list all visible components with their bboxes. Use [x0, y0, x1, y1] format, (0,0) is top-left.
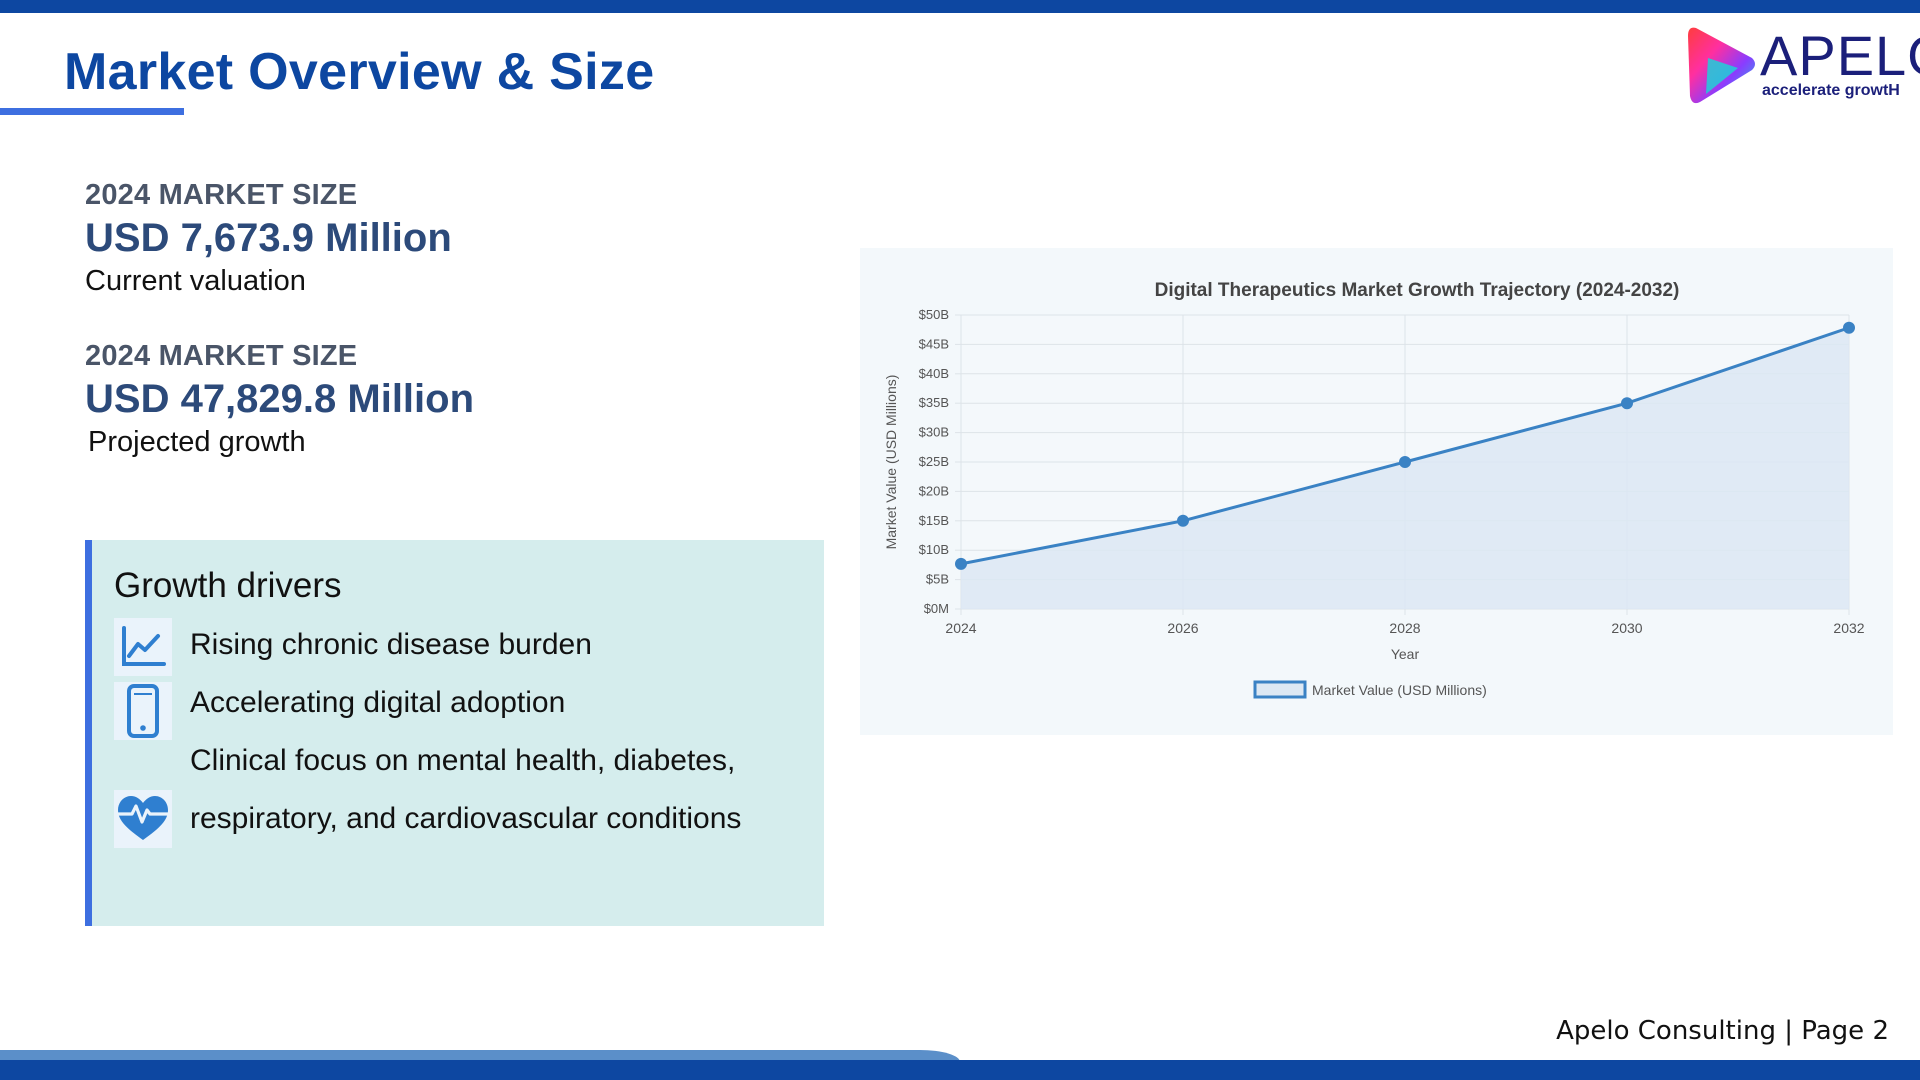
- logo-mark-icon: [1688, 27, 1755, 104]
- stat-value: USD 47,829.8 Million: [85, 377, 475, 421]
- y-tick-label: $5B: [926, 572, 949, 587]
- data-point: [955, 557, 967, 570]
- driver-item: Rising chronic disease burden: [190, 628, 592, 661]
- driver-item: Clinical focus on mental health, diabete…: [190, 744, 742, 835]
- legend-swatch: [1253, 680, 1307, 699]
- line-chart-icon: [114, 618, 172, 676]
- driver-item: Accelerating digital adoption: [190, 686, 566, 719]
- x-tick-label: 2024: [945, 620, 976, 636]
- growth-drivers-panel: Growth drivers Rising chronic disease bu…: [85, 540, 824, 926]
- y-tick-label: $10B: [919, 542, 949, 557]
- stat-projected: 2024 MARKET SIZE USD 47,829.8 Million Pr…: [85, 339, 474, 459]
- data-point: [1843, 321, 1855, 334]
- y-tick-label: $15B: [919, 513, 949, 528]
- footer-accent-shape: [0, 1050, 960, 1062]
- y-tick-label: $0M: [924, 601, 949, 616]
- x-tick-label: 2030: [1611, 620, 1642, 636]
- smartphone-icon: [114, 682, 172, 740]
- top-accent-bar: [0, 0, 1920, 13]
- stat-label: 2024 MARKET SIZE: [85, 179, 358, 211]
- x-tick-label: 2028: [1389, 620, 1420, 636]
- bottom-accent-bar: [0, 1060, 1920, 1080]
- series-area: [961, 327, 1849, 609]
- data-point: [1399, 456, 1411, 468]
- logo-wordmark: APELO: [1760, 24, 1920, 87]
- stat-caption: Projected growth: [88, 426, 306, 458]
- y-axis-label: Market Value (USD Millions): [883, 375, 899, 550]
- y-tick-label: $45B: [919, 336, 949, 351]
- x-axis-label: Year: [1391, 646, 1420, 662]
- data-point: [1177, 514, 1189, 527]
- apelo-logo: APELO accelerate growtH: [1686, 22, 1920, 108]
- market-growth-chart: Digital Therapeutics Market Growth Traje…: [860, 248, 1893, 735]
- heart-pulse-icon: [114, 790, 172, 848]
- chart-title: Digital Therapeutics Market Growth Traje…: [1155, 280, 1680, 301]
- y-tick-label: $50B: [919, 307, 949, 322]
- stat-label: 2024 MARKET SIZE: [85, 340, 358, 372]
- y-tick-label: $20B: [919, 483, 949, 498]
- x-tick-label: 2026: [1167, 620, 1198, 636]
- footer-page-label: Apelo Consulting | Page 2: [1556, 1016, 1889, 1046]
- logo-tagline: accelerate growtH: [1762, 82, 1900, 99]
- stat-value: USD 7,673.9 Million: [85, 216, 452, 260]
- stat-caption: Current valuation: [85, 265, 306, 297]
- y-tick-label: $40B: [919, 366, 949, 381]
- growth-drivers-title: Growth drivers: [114, 566, 342, 605]
- title-underline: [0, 108, 184, 115]
- y-tick-label: $35B: [919, 395, 949, 410]
- stat-current: 2024 MARKET SIZE USD 7,673.9 Million Cur…: [85, 178, 452, 298]
- legend-label: Market Value (USD Millions): [1312, 682, 1487, 698]
- y-tick-label: $30B: [919, 425, 949, 440]
- page-title: Market Overview & Size: [64, 43, 655, 101]
- chart-svg: Digital Therapeutics Market Growth Traje…: [883, 280, 1865, 699]
- x-tick-label: 2032: [1833, 620, 1864, 636]
- y-tick-label: $25B: [919, 454, 949, 469]
- data-point: [1621, 397, 1633, 410]
